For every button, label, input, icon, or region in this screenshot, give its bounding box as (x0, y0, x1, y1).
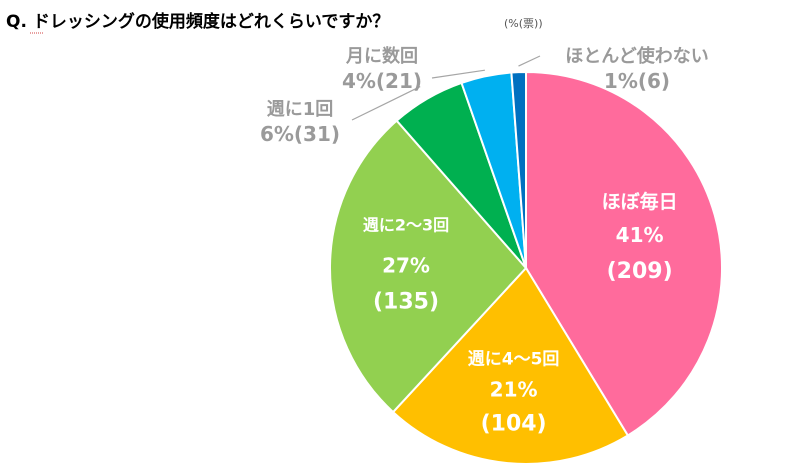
slice-labels: ほぼ毎日 41% (209) 週に4～5回 21% (104) 週に2～3回 27% (135)… (260, 45, 709, 436)
chart-title: Q. ドレッシングの使用頻度はどれくらいですか？ (6, 11, 389, 32)
slice-percent-0: 41% (616, 223, 664, 247)
leader-line-3 (351, 86, 421, 121)
pie-slices (329, 70, 723, 465)
slice-count-0: (209) (607, 259, 673, 284)
slice-percent-2: 27% (382, 254, 430, 278)
slice-percent-5: 1%(6) (604, 69, 670, 93)
pie-slice-5 (510, 70, 527, 269)
leader-line-4 (431, 69, 485, 79)
unit-note: (%(票)) (504, 17, 543, 30)
slice-label-5: ほとんど使わない (565, 46, 708, 67)
slice-count-2: (135) (373, 290, 439, 315)
leader-lines (351, 55, 541, 121)
pie-slice-2 (329, 119, 528, 414)
slice-label-1: 週に4～5回 (468, 349, 560, 369)
slice-label-4: 月に数回 (345, 45, 418, 67)
slice-label-2: 週に2～3回 (363, 216, 449, 235)
pie-slice-0 (525, 70, 723, 437)
slice-percent-4: 4%(21) (342, 69, 422, 93)
leader-line-5 (518, 55, 541, 67)
slice-label-3: 週に1回 (267, 99, 334, 120)
pie-slice-1 (391, 266, 630, 465)
slice-label-0: ほぼ毎日 (602, 190, 678, 213)
slice-percent-1: 21% (490, 377, 538, 401)
slice-percent-3: 6%(31) (260, 122, 340, 146)
slice-count-1: (104) (481, 411, 547, 436)
